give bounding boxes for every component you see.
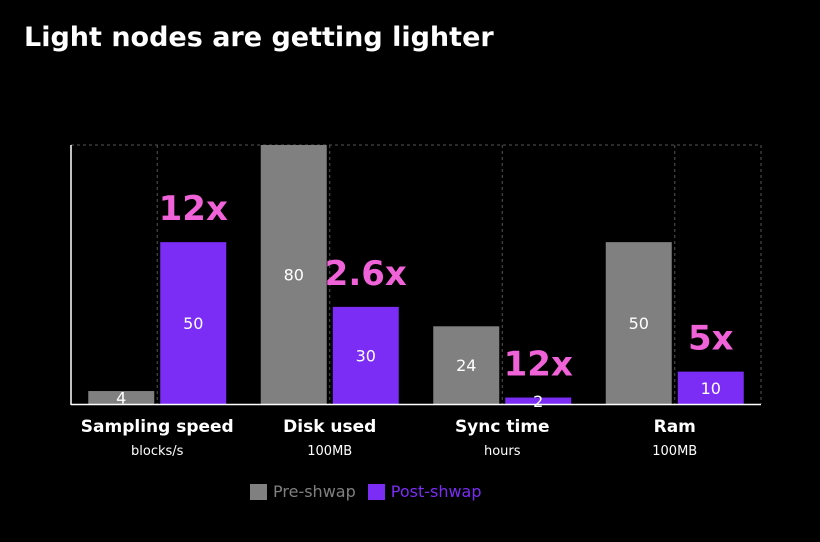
data-label-pre-0: 4: [116, 389, 126, 408]
multiplier-label-3: 5x: [688, 319, 734, 359]
category-unit-2: hours: [484, 444, 521, 459]
category-label-3: Ram: [654, 417, 696, 437]
legend-label-post: Post-shwap: [390, 482, 482, 501]
data-label-pre-2: 24: [456, 356, 476, 375]
data-label-post-3: 10: [701, 379, 721, 398]
bar-post-0: [160, 242, 227, 404]
bar-post-1: [332, 306, 399, 404]
legend: Pre-shwap Post-shwap: [250, 482, 494, 501]
bar-pre-2: [433, 326, 500, 404]
legend-swatch-pre: [250, 483, 267, 500]
data-label-pre-3: 50: [629, 314, 649, 333]
multiplier-label-0: 12x: [159, 189, 228, 229]
category-label-0: Sampling speed: [81, 417, 234, 437]
multiplier-label-1: 2.6x: [325, 254, 407, 294]
data-label-pre-1: 80: [284, 266, 304, 285]
multiplier-label-2: 12x: [504, 345, 573, 385]
legend-label-pre: Pre-shwap: [273, 482, 356, 501]
data-label-post-0: 50: [183, 314, 203, 333]
category-label-1: Disk used: [283, 417, 376, 437]
bar-post-3: [677, 371, 744, 404]
legend-item-pre: Pre-shwap: [250, 482, 356, 501]
chart-title: Light nodes are getting lighter: [24, 22, 494, 53]
legend-swatch-post: [367, 483, 385, 500]
bar-pre-3: [605, 242, 672, 404]
legend-item-post: Post-shwap: [367, 482, 482, 501]
category-unit-1: 100MB: [307, 444, 352, 459]
category-unit-0: blocks/s: [131, 444, 184, 459]
category-label-2: Sync time: [455, 417, 550, 437]
data-label-post-1: 30: [356, 346, 376, 365]
bar-pre-1: [260, 145, 327, 404]
category-unit-3: 100MB: [652, 444, 697, 459]
bar-post-2: [505, 397, 572, 404]
data-label-post-2: 2: [533, 392, 543, 411]
bar-pre-0: [88, 391, 155, 404]
